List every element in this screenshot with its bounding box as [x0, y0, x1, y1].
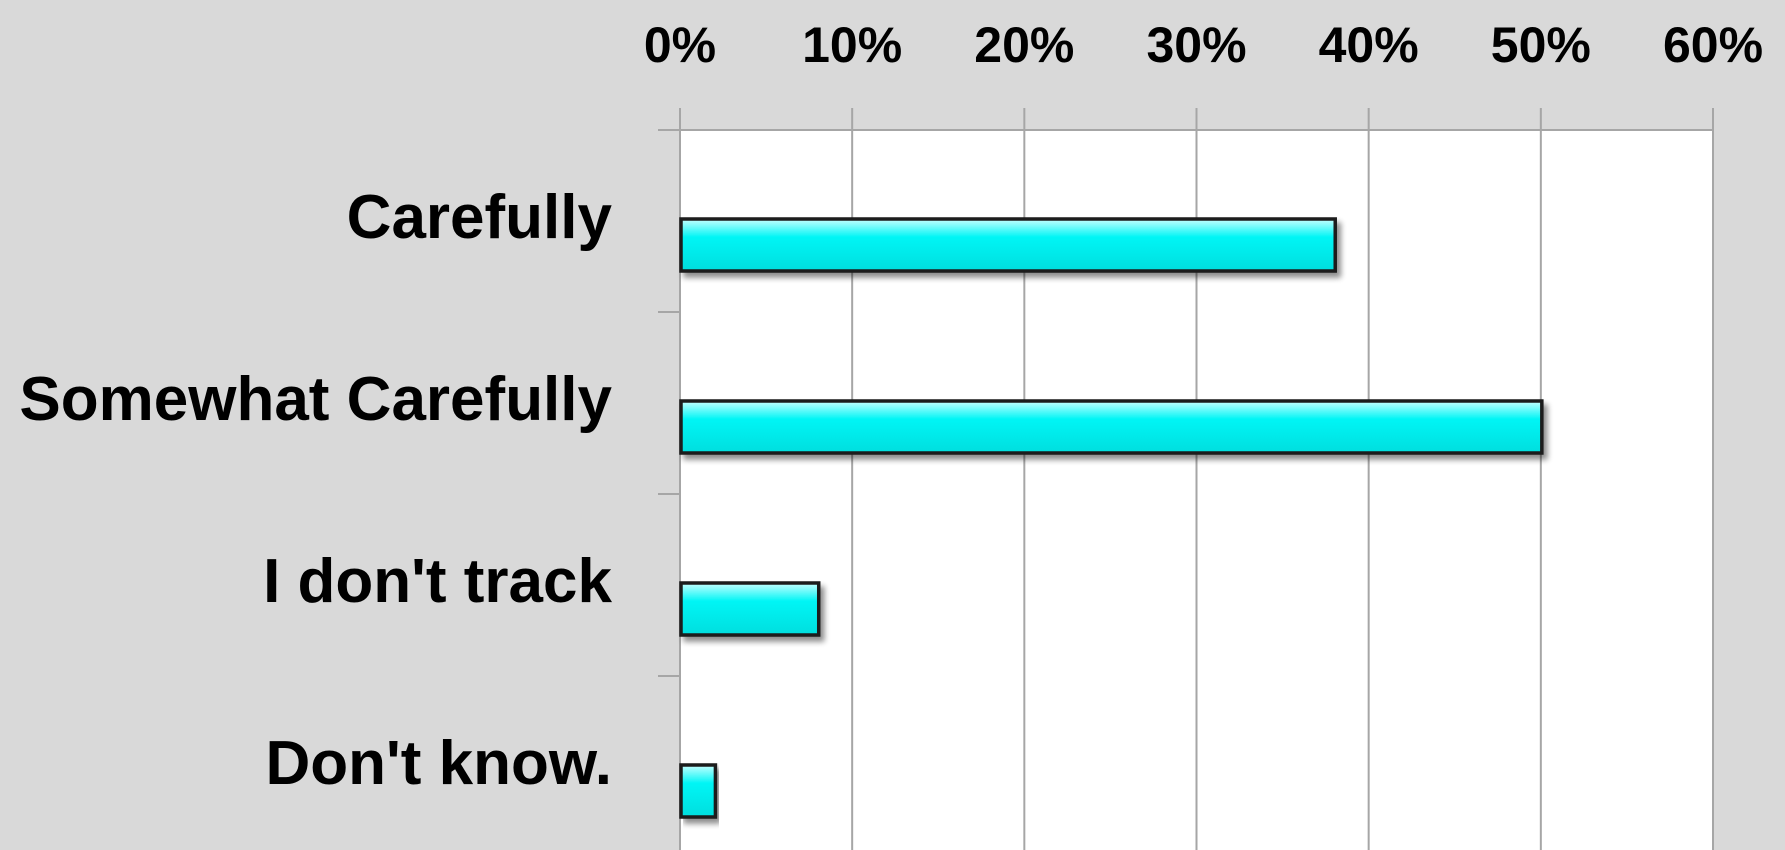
- bar: [679, 217, 1337, 273]
- category-label: Don't know.: [265, 729, 612, 798]
- x-tick-label: 10%: [802, 17, 902, 73]
- category-label: Carefully: [347, 183, 613, 252]
- bar: [679, 581, 821, 637]
- x-tick-label: 30%: [1146, 17, 1246, 73]
- bar: [679, 763, 718, 819]
- category-label: I don't track: [263, 547, 612, 616]
- x-tick-label: 50%: [1491, 17, 1591, 73]
- category-labels: Carefully Somewhat Carefully I don't track…: [19, 183, 612, 798]
- category-label: Somewhat Carefully: [19, 365, 612, 434]
- bars: [679, 217, 1544, 819]
- x-tick-label: 20%: [974, 17, 1074, 73]
- x-tick-label: 60%: [1663, 17, 1763, 73]
- x-axis-ticks: 0% 10% 20% 30% 40% 50% 60%: [644, 17, 1763, 73]
- bar: [679, 399, 1544, 455]
- x-tick-label: 40%: [1319, 17, 1419, 73]
- x-tick-label: 0%: [644, 17, 716, 73]
